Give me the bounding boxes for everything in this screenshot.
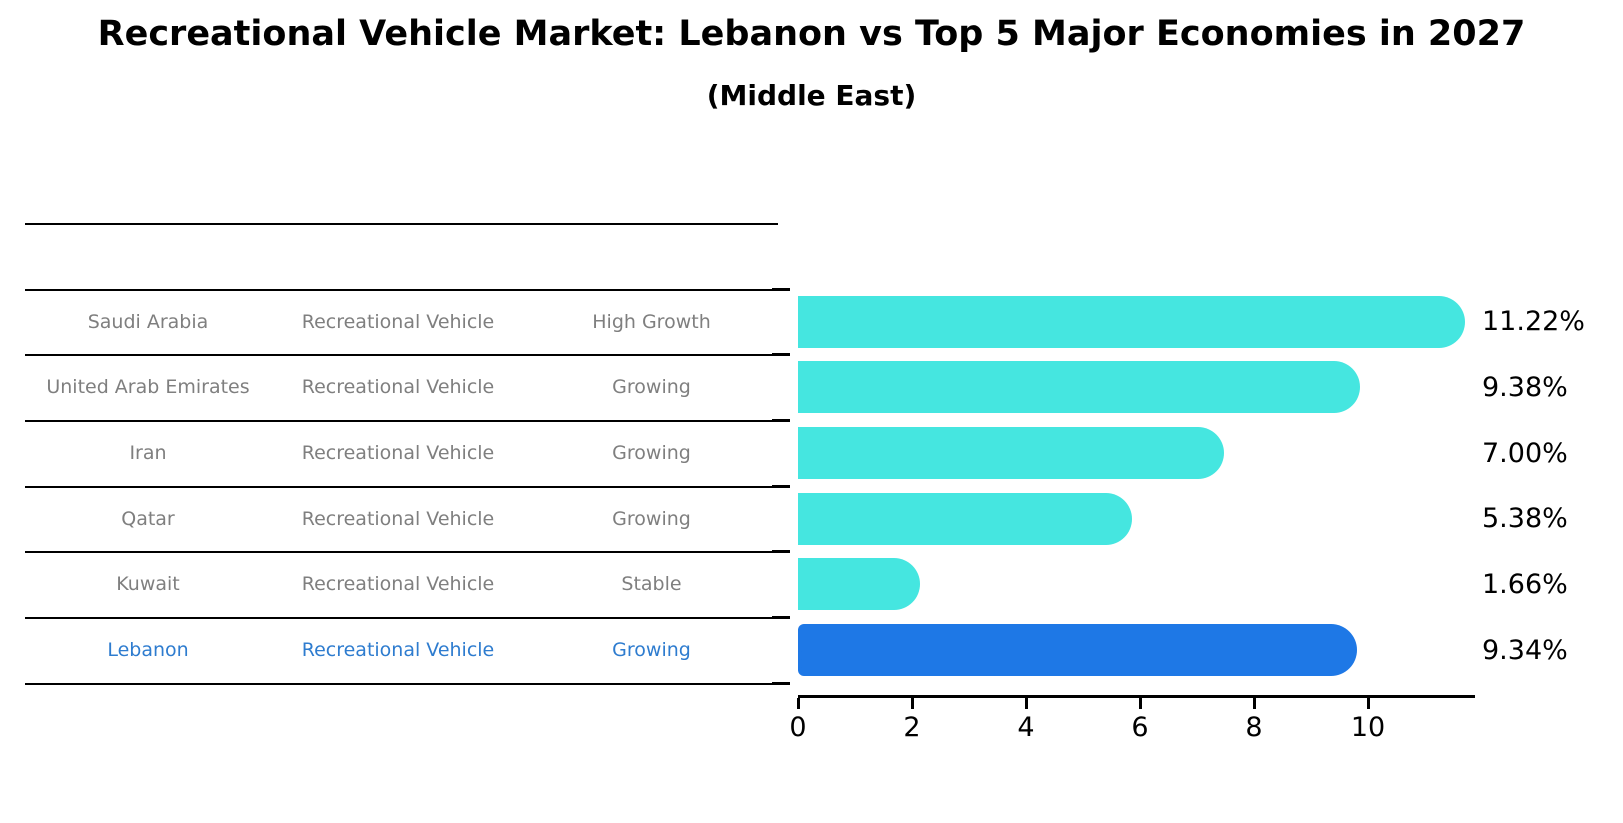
bar-lebanon-highlighted [798, 624, 1358, 676]
chart-subtitle: (Middle East) [706, 79, 917, 112]
x-axis-tick [1253, 698, 1256, 709]
bar-qatar [798, 492, 1132, 545]
table-cell-product: Recreational Vehicle [301, 310, 495, 333]
table-cell-product: Recreational Vehicle [301, 376, 495, 398]
table-cell-country: Kuwait [116, 573, 180, 595]
y-axis-tick [772, 419, 790, 422]
table-header-country [25, 223, 271, 289]
table-rule-line [25, 486, 778, 488]
bar-kuwait [798, 558, 920, 610]
y-axis-tick [772, 353, 790, 356]
bar-value-label: 11.22% [1482, 306, 1585, 337]
chart-title: Recreational Vehicle Market: Lebanon vs … [97, 14, 1526, 54]
x-axis-tick [1139, 698, 1142, 709]
y-axis-tick [772, 288, 790, 291]
x-axis-tick [797, 698, 800, 709]
x-axis-tick-label: 6 [1131, 712, 1149, 743]
bar-saudi-arabia [798, 295, 1465, 348]
table-cell-product: Recreational Vehicle [301, 573, 495, 595]
x-axis-tick-label: 10 [1350, 712, 1386, 743]
table-rule-line [25, 289, 778, 291]
table-rule-line [25, 683, 778, 685]
bar-value-label: 5.38% [1482, 503, 1568, 534]
y-axis-tick [772, 682, 790, 685]
table-cell-life_cycle: Growing [612, 639, 691, 661]
table-cell-life_cycle: Growing [612, 507, 691, 530]
bar-value-label: 9.38% [1482, 371, 1568, 403]
x-axis-tick [1025, 698, 1028, 709]
table-cell-product: Recreational Vehicle [301, 442, 495, 464]
x-axis-tick-label: 2 [903, 712, 921, 743]
x-axis-tick-label: 8 [1245, 712, 1263, 743]
y-axis-tick [772, 550, 790, 553]
table-cell-country: Saudi Arabia [87, 310, 209, 333]
table-cell-life_cycle: Growing [612, 442, 691, 464]
bar-value-label: 7.00% [1482, 437, 1568, 469]
bar-iran [798, 427, 1224, 479]
table-cell-country: Qatar [121, 507, 175, 530]
table-cell-country: United Arab Emirates [46, 376, 250, 398]
bar-value-label: 1.66% [1482, 568, 1568, 600]
x-axis-tick-label: 4 [1017, 712, 1035, 743]
table-cell-life_cycle: High Growth [592, 310, 711, 333]
table-header-life-cycle [525, 223, 778, 289]
table-cell-product: Recreational Vehicle [301, 639, 495, 661]
table-cell-country: Lebanon [107, 639, 189, 661]
y-axis-tick [772, 485, 790, 488]
table-cell-life_cycle: Growing [612, 376, 691, 398]
table-header-product [271, 223, 525, 289]
bar-united-arab-emirates [798, 361, 1360, 413]
table-cell-product: Recreational Vehicle [301, 507, 495, 530]
table-cell-country: Iran [129, 442, 167, 464]
x-axis-tick [1367, 698, 1370, 709]
x-axis-tick-label: 0 [789, 712, 807, 743]
table-rule-line [25, 223, 778, 225]
table-cell-life_cycle: Stable [621, 573, 682, 595]
bar-value-label: 9.34% [1482, 634, 1568, 666]
table-rule-line [25, 551, 778, 553]
table-rule-line [25, 420, 778, 422]
table-rule-line [25, 617, 778, 619]
table-rule-line [25, 354, 778, 356]
y-axis-tick [772, 616, 790, 619]
x-axis-tick [911, 698, 914, 709]
x-axis-line [798, 695, 1475, 698]
